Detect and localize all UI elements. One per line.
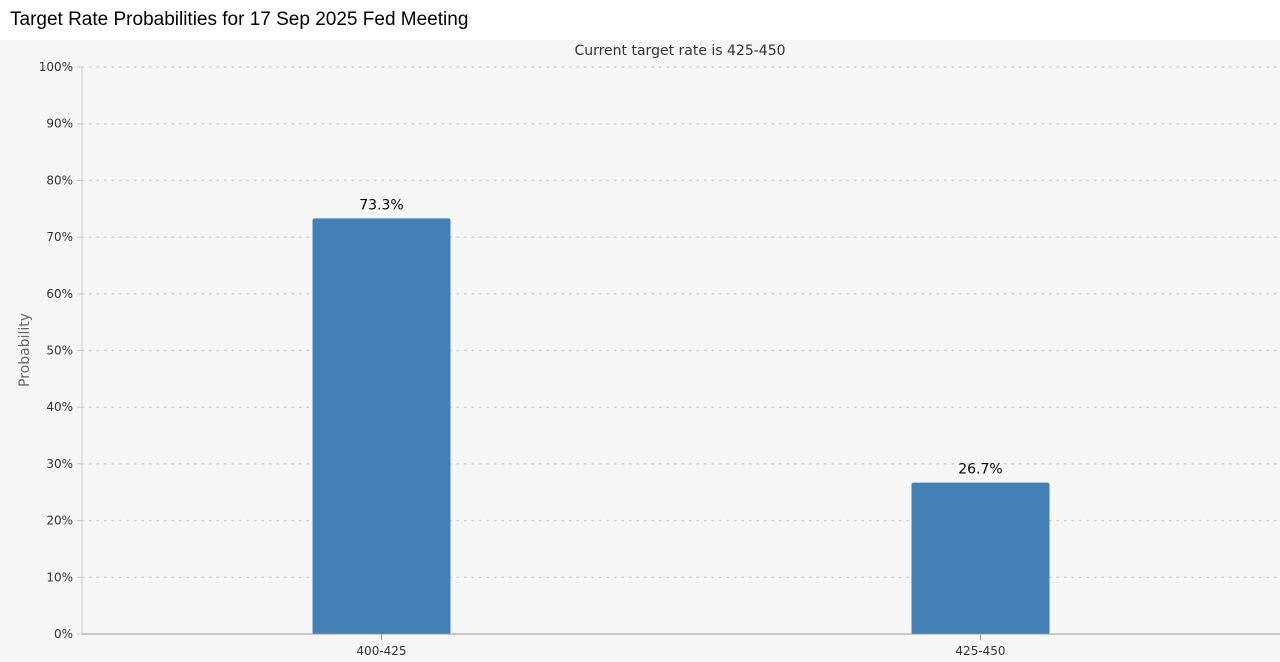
data-label: 73.3% <box>359 197 403 213</box>
chart-subtitle: Current target rate is 425-450 <box>574 43 785 59</box>
bars <box>312 218 1050 634</box>
data-labels: 73.3% 26.7% <box>359 197 1002 477</box>
y-tick-label: 100% <box>39 60 73 74</box>
x-tick-label: 400-425 <box>356 644 406 658</box>
data-label: 26.7% <box>958 462 1002 478</box>
x-axis-ticks: 400-425 425-450 <box>356 634 1006 658</box>
y-tick-label: 50% <box>46 344 73 358</box>
y-axis-title: Probability <box>17 313 33 387</box>
y-tick-label: 60% <box>46 287 73 301</box>
grid-lines <box>81 66 1280 579</box>
x-tick-label: 425-450 <box>955 644 1005 658</box>
y-axis-ticks: 0% 10% 20% 30% 40% 50% 60% 70% 80% 90% 100% <box>39 60 82 641</box>
y-tick-label: 30% <box>46 457 73 471</box>
title-bar <box>0 0 1280 40</box>
y-tick-label: 40% <box>46 400 73 414</box>
page-title: Target Rate Probabilities for 17 Sep 202… <box>10 9 469 30</box>
bar-425-450[interactable] <box>911 482 1050 634</box>
y-tick-label: 90% <box>46 117 73 131</box>
y-tick-label: 0% <box>54 627 73 641</box>
y-tick-label: 10% <box>46 570 73 584</box>
bar-400-425[interactable] <box>312 218 451 634</box>
y-tick-label: 20% <box>46 514 73 528</box>
y-tick-label: 70% <box>46 230 73 244</box>
y-tick-label: 80% <box>46 173 73 187</box>
